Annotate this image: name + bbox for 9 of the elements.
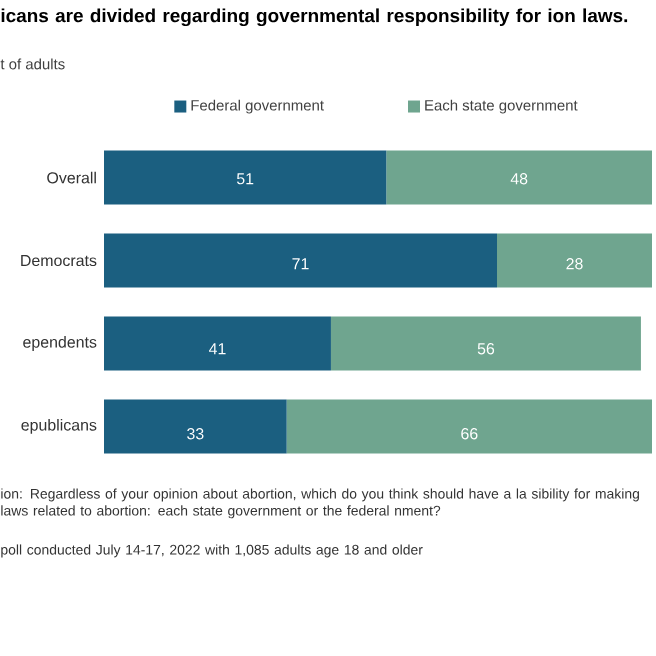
bar bbox=[104, 316, 331, 371]
chart-title: icans are divided regarding governmental responsibility for ion laws. bbox=[1, 8, 628, 27]
bar bbox=[497, 233, 652, 288]
bar bbox=[104, 233, 498, 288]
bar bbox=[386, 150, 652, 205]
bar bbox=[104, 150, 387, 205]
bar bbox=[104, 399, 287, 454]
bar bbox=[330, 316, 641, 371]
bar bbox=[286, 399, 652, 454]
